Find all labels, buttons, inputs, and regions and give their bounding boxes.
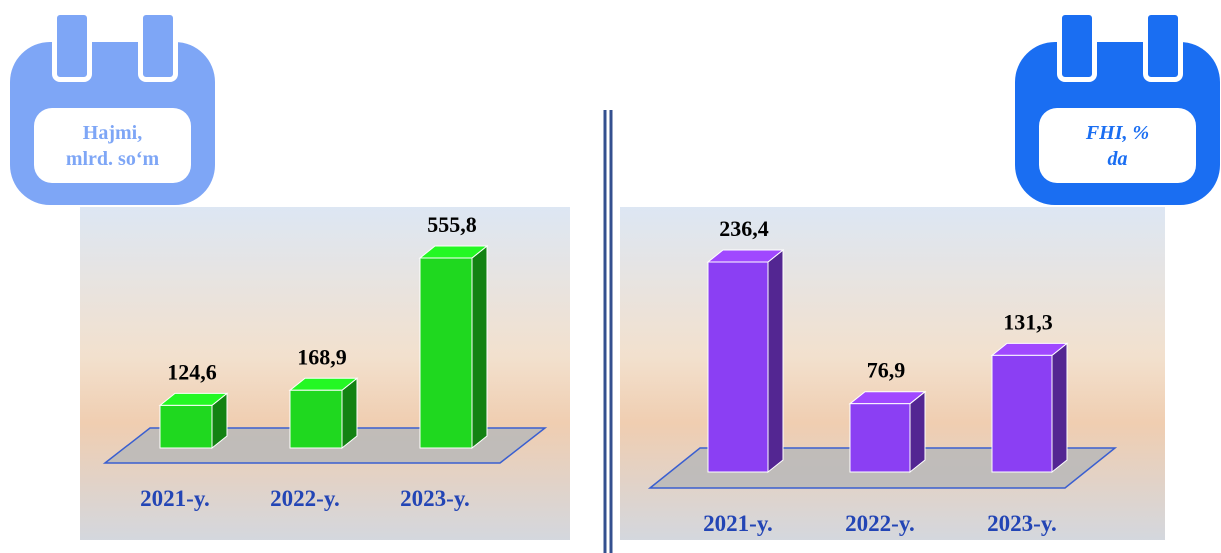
value-label: 555,8 <box>427 212 477 237</box>
page: {"chart_data": [ {"type": "bar", "title"… <box>0 0 1221 553</box>
value-label: 168,9 <box>297 344 347 369</box>
value-label: 76,9 <box>867 358 906 383</box>
value-label: 131,3 <box>1003 309 1053 334</box>
x-tick-label: 2022-y. <box>845 511 915 536</box>
bar <box>420 258 472 448</box>
bar <box>850 404 910 472</box>
value-label: 124,6 <box>167 359 217 384</box>
value-label: 236,4 <box>719 216 769 241</box>
bar-side <box>472 246 487 448</box>
charts: 124,6 2021-y. 168,9 2022-y. 555,8 2023-y. 236,… <box>0 0 1221 553</box>
bar-side <box>768 250 783 472</box>
x-tick-label: 2023-y. <box>400 486 470 511</box>
x-tick-label: 2021-y. <box>703 511 773 536</box>
bar <box>160 405 212 448</box>
bar <box>992 355 1052 472</box>
x-tick-label: 2023-y. <box>987 511 1057 536</box>
x-tick-label: 2022-y. <box>270 486 340 511</box>
bar <box>290 390 342 448</box>
x-tick-label: 2021-y. <box>140 486 210 511</box>
bar-side <box>1052 343 1067 472</box>
bar <box>708 262 768 472</box>
bar-side <box>910 392 925 472</box>
